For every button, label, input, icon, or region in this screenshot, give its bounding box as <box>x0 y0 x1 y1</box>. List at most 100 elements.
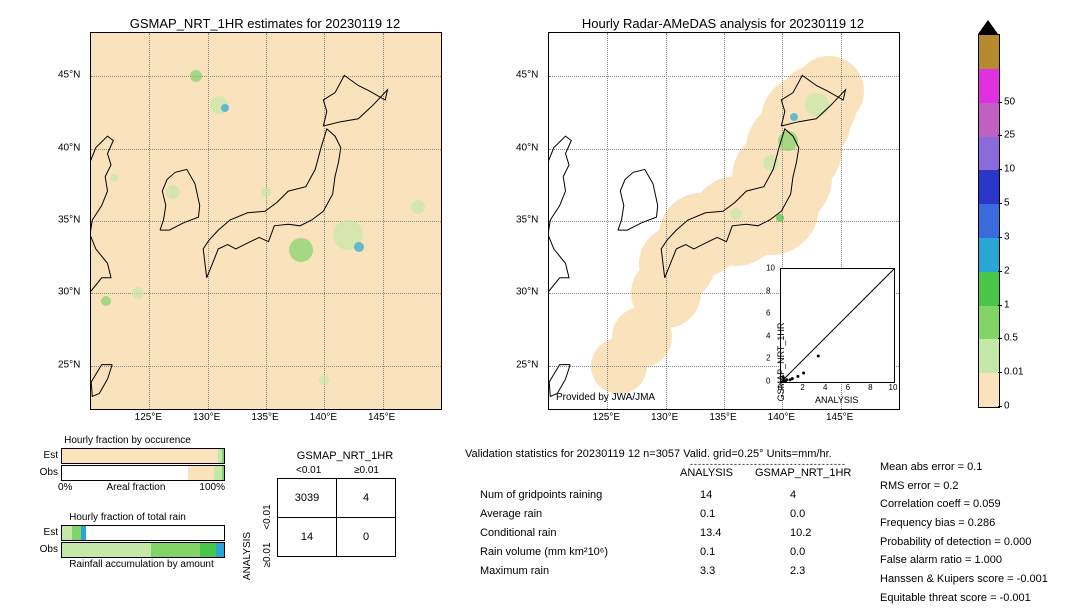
x-tick: 130°E <box>193 412 220 423</box>
validation-metric: RMS error = 0.2 <box>880 477 1048 496</box>
x-tick: 130°E <box>651 412 678 423</box>
bar-row-label: Obs <box>30 467 61 478</box>
colorbar-tick: 25 <box>1004 130 1015 141</box>
fraction-total-rain-panel: Hourly fraction of total rain Est Obs Rai… <box>30 512 225 570</box>
colorbar-segment <box>979 306 999 340</box>
ct-row-label-1: ≥0.01 <box>262 543 273 568</box>
validation-metric: Correlation coeff = 0.059 <box>880 495 1048 514</box>
validation-cell: Average rain <box>480 505 542 524</box>
colorbar-segment <box>979 272 999 306</box>
scatter-xtick: 6 <box>846 383 850 392</box>
ct-row-label-0: <0.01 <box>262 504 273 529</box>
colorbar-segment <box>979 170 999 204</box>
left-map-title: GSMAP_NRT_1HR estimates for 20230119 12 <box>90 16 440 31</box>
x-tick: 125°E <box>135 412 162 423</box>
x-tick: 140°E <box>768 412 795 423</box>
colorbar-segment <box>979 339 999 373</box>
provided-by-label: Provided by JWA/JMA <box>556 392 655 403</box>
validation-cell: 14 <box>700 486 712 505</box>
colorbar-segment <box>979 35 999 69</box>
scatter-panel <box>780 268 895 383</box>
scatter-xtick: 2 <box>800 383 804 392</box>
x-tick: 125°E <box>593 412 620 423</box>
val-col-header-0: ANALYSIS <box>680 464 733 483</box>
validation-cell: Conditional rain <box>480 524 556 543</box>
bar-row-label: Obs <box>30 544 61 555</box>
ct-cell-00: 3039 <box>278 479 337 518</box>
y-tick: 45°N <box>516 70 538 81</box>
colorbar-segment <box>979 137 999 171</box>
x-tick: 145°E <box>826 412 853 423</box>
validation-metric: Equitable threat score = -0.001 <box>880 589 1048 608</box>
colorbar <box>978 34 1000 408</box>
validation-cell: 3.3 <box>700 562 715 581</box>
validation-cell: 4 <box>790 486 796 505</box>
colorbar-segment <box>979 238 999 272</box>
colorbar-segment <box>979 69 999 103</box>
validation-cell: Num of gridpoints raining <box>480 486 602 505</box>
y-tick: 40°N <box>516 142 538 153</box>
scatter-xtick: 8 <box>868 383 872 392</box>
scatter-xtick: 4 <box>823 383 827 392</box>
y-tick: 35°N <box>58 215 80 226</box>
validation-cell: 0.1 <box>700 543 715 562</box>
validation-cell: 0.1 <box>700 505 715 524</box>
colorbar-arrow-icon <box>978 20 998 34</box>
ct-cell-10: 14 <box>278 518 337 557</box>
scatter-ytick: 2 <box>766 354 770 363</box>
y-tick: 35°N <box>516 215 538 226</box>
validation-metric: Mean abs error = 0.1 <box>880 458 1048 477</box>
colorbar-segment <box>979 204 999 238</box>
validation-metric: Probability of detection = 0.000 <box>880 533 1048 552</box>
scatter-xtick: 0 <box>778 383 782 392</box>
right-map-title: Hourly Radar-AMeDAS analysis for 2023011… <box>548 16 898 31</box>
validation-cell: 13.4 <box>700 524 721 543</box>
scatter-ytick: 6 <box>766 309 770 318</box>
bar-row-label: Est <box>30 527 61 538</box>
fo-axis-mid: Areal fraction <box>72 482 199 493</box>
colorbar-tick: 5 <box>1004 198 1010 209</box>
validation-metric: Hanssen & Kuipers score = -0.001 <box>880 570 1048 589</box>
colorbar-tick: 10 <box>1004 164 1015 175</box>
y-tick: 40°N <box>58 142 80 153</box>
colorbar-tick: 50 <box>1004 96 1015 107</box>
validation-cell: Maximum rain <box>480 562 549 581</box>
scatter-ytick: 0 <box>766 377 770 386</box>
scatter-ytick: 4 <box>766 331 770 340</box>
fo-axis-left: 0% <box>58 482 72 493</box>
ct-cell-11: 0 <box>337 518 396 557</box>
y-tick: 30°N <box>516 287 538 298</box>
y-tick: 30°N <box>58 287 80 298</box>
colorbar-tick: 0 <box>1004 401 1010 412</box>
scatter-ytick: 8 <box>766 286 770 295</box>
x-tick: 140°E <box>310 412 337 423</box>
colorbar-tick: 3 <box>1004 231 1010 242</box>
colorbar-segment <box>979 103 999 137</box>
ct-cell-01: 4 <box>337 479 396 518</box>
left-map-panel <box>90 32 442 410</box>
ct-col-header: GSMAP_NRT_1HR <box>285 450 405 462</box>
scatter-ytick: 10 <box>766 264 775 273</box>
fraction-occurrence-panel: Hourly fraction by occurence EstObs 0% A… <box>30 435 225 493</box>
validation-cell: 0.0 <box>790 543 805 562</box>
validation-metric: False alarm ratio = 1.000 <box>880 551 1048 570</box>
x-tick: 135°E <box>251 412 278 423</box>
contingency-table: 3039 4 14 0 <box>277 478 396 557</box>
fraction-total-rain-title: Hourly fraction of total rain <box>30 512 225 523</box>
y-tick: 25°N <box>58 359 80 370</box>
ct-row-header: ANALYSIS <box>242 532 253 580</box>
fraction-total-rain-footer: Rainfall accumulation by amount <box>58 559 225 570</box>
x-tick: 145°E <box>368 412 395 423</box>
ct-col-label-0: <0.01 <box>296 465 321 476</box>
fo-axis-right: 100% <box>199 482 225 493</box>
ct-col-label-1: ≥0.01 <box>354 465 379 476</box>
scatter-xtick: 10 <box>889 383 898 392</box>
validation-metric: Frequency bias = 0.286 <box>880 514 1048 533</box>
colorbar-segment <box>979 373 999 407</box>
colorbar-tick: 0.01 <box>1004 367 1023 378</box>
validation-cell: Rain volume (mm km²10⁶) <box>480 543 608 562</box>
validation-cell: 10.2 <box>790 524 811 543</box>
bar-row-label: Est <box>30 450 61 461</box>
colorbar-tick: 2 <box>1004 265 1010 276</box>
colorbar-tick: 0.5 <box>1004 333 1018 344</box>
